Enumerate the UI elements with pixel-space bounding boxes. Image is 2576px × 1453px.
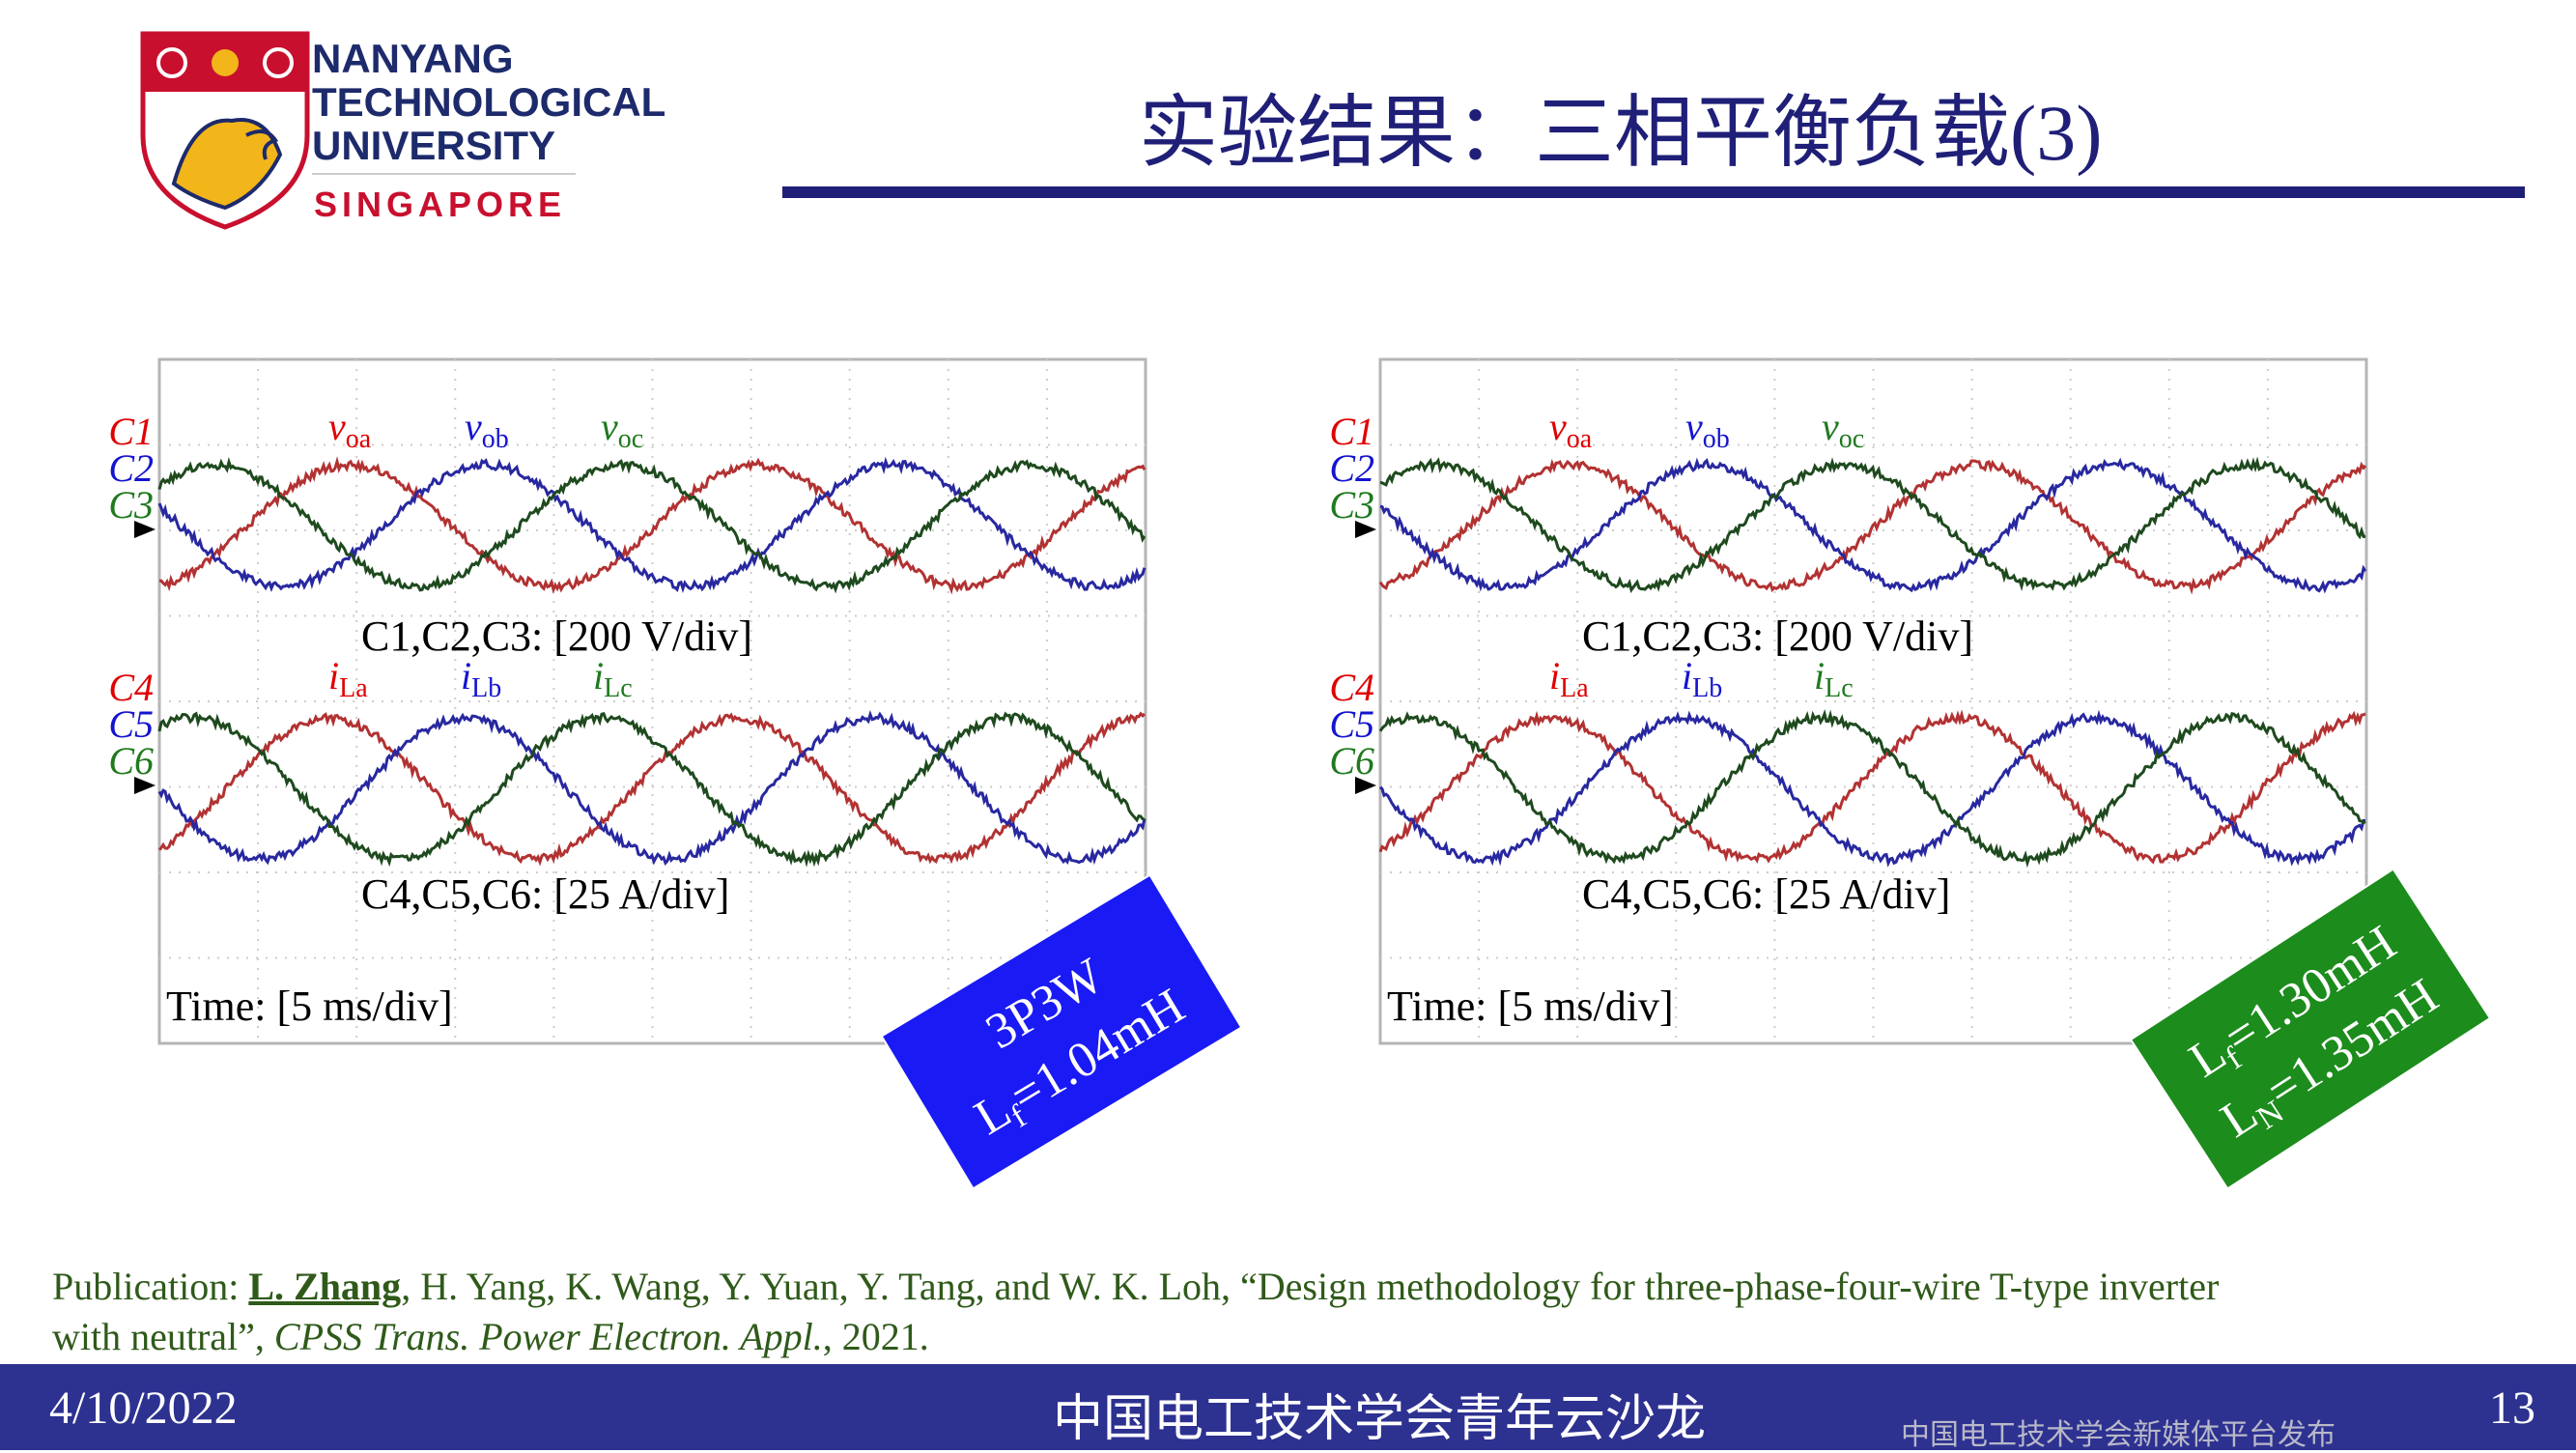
signal-label: iLc [593,654,633,703]
logo-text: UNIVERSITY [312,123,555,168]
page-number: 13 [2489,1382,2535,1434]
time-label: Time: [5 ms/div] [166,983,453,1030]
signal-symbol: i [1682,654,1692,698]
channel-label: C6 [108,739,154,783]
current-trace [1378,709,2366,869]
ground-marker [1355,777,1376,794]
ground-marker [1355,521,1376,538]
signal-label: voc [1822,405,1864,454]
badge-box [880,873,1243,1190]
logo-crest [140,31,310,230]
publication-author: L. Zhang [248,1265,402,1308]
channel-label: C5 [1329,702,1374,746]
channel-label: C1 [108,410,154,453]
channel-label: C5 [108,702,154,746]
signal-subscript: La [339,673,368,703]
signal-label: iLb [461,654,501,703]
voltage-trace [157,456,1146,594]
publication-line: Publication: L. Zhang, H. Yang, K. Wang,… [52,1264,2219,1309]
footer-watermark: 中国电工技术学会新媒体平台发布 [1901,1419,2335,1451]
badge-box [2129,868,2492,1190]
slide-title: 实验结果：三相平衡负载(3) [1139,89,2103,177]
slide-graphics: NANYANG TECHNOLOGICAL UNIVERSITY SINGAPO… [108,31,2525,1190]
logo-text: NANYANG [312,36,513,81]
publication-text: , H. Yang, K. Wang, Y. Yuan, Y. Tang, an… [401,1265,2220,1308]
scale-label: C4,C5,C6: [25 A/div] [1582,870,1950,918]
channel-label: C1 [1329,410,1374,453]
channel-label: C3 [108,483,154,527]
signal-subscript: Lb [471,673,501,703]
current-trace [157,711,1146,868]
channel-label: C2 [108,446,154,490]
footer-date: 4/10/2022 [49,1382,238,1434]
signal-symbol: v [1549,405,1567,448]
scale-label: C4,C5,C6: [25 A/div] [361,870,729,918]
voltage-trace [1379,456,2365,594]
signal-subscript: ob [482,424,509,454]
logo-text: SINGAPORE [314,185,566,224]
signal-symbol: i [461,654,471,698]
signal-subscript: oa [1567,424,1593,454]
time-label: Time: [5 ms/div] [1387,983,1674,1030]
signal-symbol: v [328,405,346,448]
signal-label: iLa [1549,654,1589,703]
signal-symbol: i [1549,654,1560,698]
current-trace [157,709,1146,866]
scope-panel: C1 C4 C2 C5 C3 C6 C1,C2,C3: [200 V/div] C4,C5,C… [1329,357,2368,1045]
title-underline [782,186,2525,198]
voltage-trace [158,456,1146,595]
signal-subscript: oc [618,424,643,454]
signal-label: iLa [328,654,368,703]
signal-subscript: Lb [1692,673,1722,703]
signal-label: iLb [1682,654,1722,703]
ground-marker [134,777,156,794]
publication-journal: CPSS Trans. Power Electron. Appl. [273,1315,823,1358]
channel-label: C4 [1329,666,1374,709]
footer-bar: 4/10/2022 中国电工技术学会青年云沙龙 中国电工技术学会新媒体平台发布 … [0,1364,2576,1451]
signal-subscript: La [1560,673,1589,703]
scale-label: C1,C2,C3: [200 V/div] [361,613,752,660]
channel-label: C3 [1329,483,1374,527]
signal-subscript: Lc [604,673,633,703]
scope-panel: C1 C4 C2 C5 C3 C6 C1,C2,C3: [200 V/div] C4,C5,C… [108,357,1147,1045]
signal-symbol: v [1822,405,1839,448]
signal-symbol: v [601,405,618,448]
signal-symbol: i [328,654,339,698]
signal-symbol: v [1685,405,1703,448]
current-trace [1378,709,2366,865]
publication-year: , 2021. [822,1315,929,1358]
signal-label: voa [328,405,372,454]
signal-label: voa [1549,405,1593,454]
channel-label: C4 [108,666,154,709]
signal-subscript: ob [1703,424,1730,454]
publication-label: Publication: [52,1265,249,1308]
channel-label: C2 [1329,446,1374,490]
current-trace [157,711,1146,867]
signal-label: vob [1685,405,1730,454]
signal-label: voc [601,405,643,454]
publication-text: with neutral”, [52,1315,274,1358]
signal-subscript: oa [346,424,372,454]
signal-subscript: oc [1839,424,1864,454]
voltage-trace [157,456,1146,594]
voltage-trace [1379,457,2367,594]
signal-subscript: Lc [1825,673,1854,703]
signal-label: vob [465,405,509,454]
scale-label: C1,C2,C3: [200 V/div] [1582,613,1973,660]
signal-symbol: i [593,654,604,698]
logo-text: TECHNOLOGICAL [312,79,665,125]
signal-symbol: i [1814,654,1825,698]
ground-marker [134,521,156,538]
footer-title: 中国电工技术学会青年云沙龙 [1053,1392,1707,1447]
channel-label: C6 [1329,739,1374,783]
voltage-trace [1378,458,2367,595]
signal-symbol: v [465,405,482,448]
current-trace [1378,709,2365,868]
signal-label: iLc [1814,654,1854,703]
publication-line: with neutral”, CPSS Trans. Power Electro… [52,1314,929,1359]
